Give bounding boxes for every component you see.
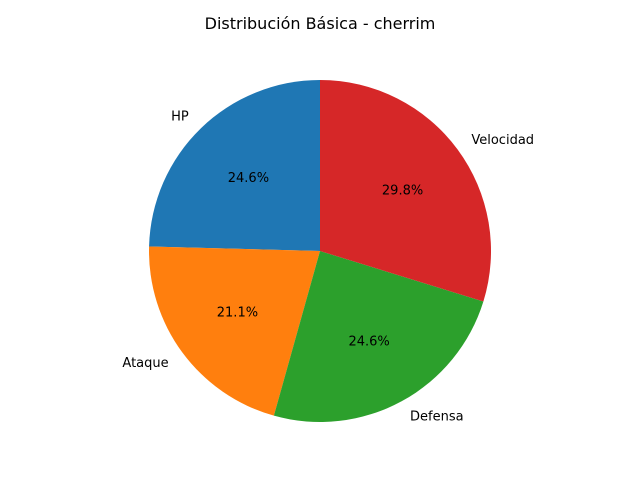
- slice-label-ataque: Ataque: [122, 356, 168, 371]
- slice-percent-ataque: 21.1%: [217, 305, 258, 320]
- slice-label-defensa: Defensa: [410, 410, 464, 425]
- pie-labels: HP 24.6% Ataque 21.1% Defensa 24.6% Velocidad 2…: [122, 110, 534, 425]
- pie-slice-ataque: [148, 246, 320, 416]
- slice-percent-hp: 24.6%: [228, 171, 269, 186]
- slice-label-hp: HP: [171, 110, 189, 125]
- pie-slices: [148, 80, 492, 423]
- slice-label-velocidad: Velocidad: [471, 133, 534, 148]
- chart-title: Distribución Básica - cherrim: [205, 14, 436, 33]
- slice-percent-defensa: 24.6%: [348, 335, 389, 350]
- pie-slice-hp: [149, 80, 320, 251]
- pie-slice-defensa: [273, 251, 484, 423]
- slice-percent-velocidad: 29.8%: [382, 184, 423, 199]
- pie-slice-velocidad: [320, 80, 492, 302]
